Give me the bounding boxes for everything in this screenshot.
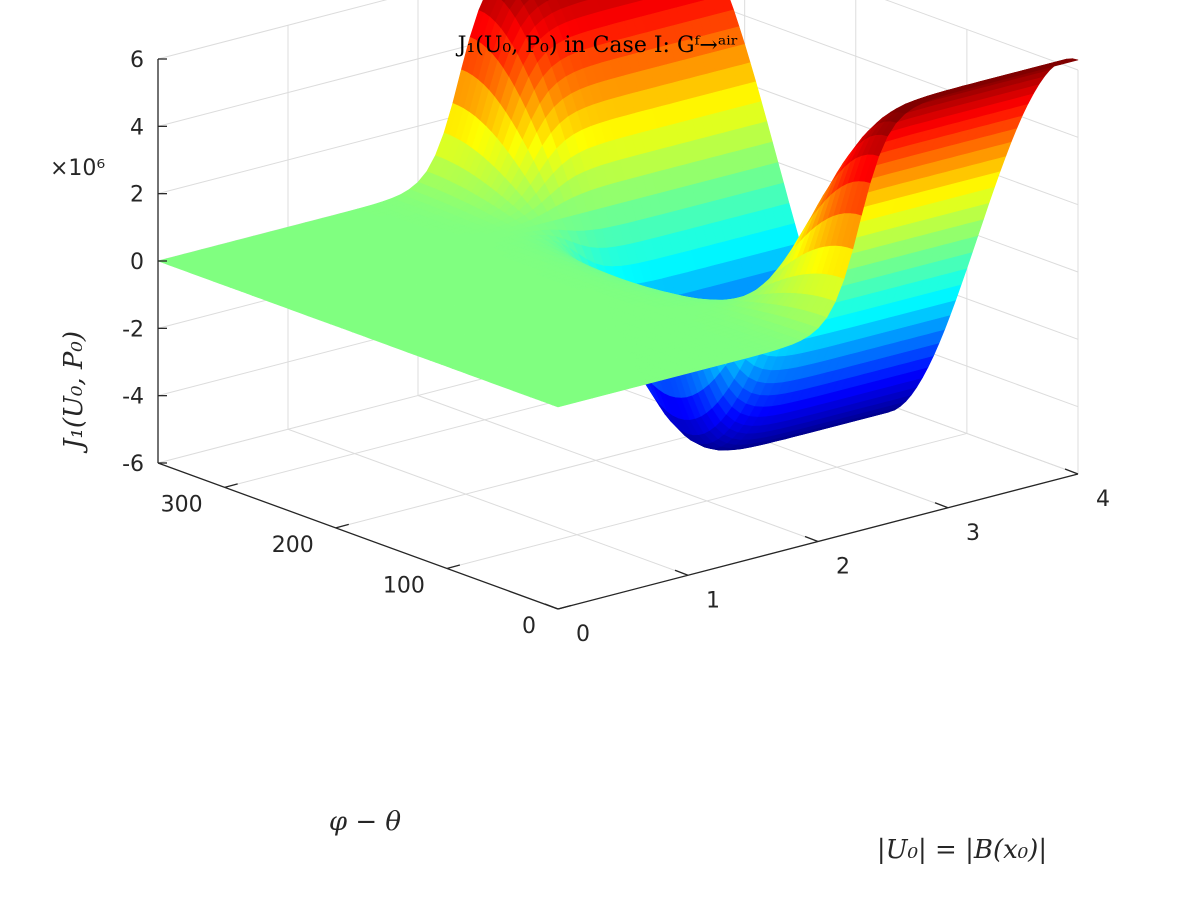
chart-title: J₁(U₀, P₀) in Case I: Gᶠ→ᵃⁱʳ (456, 33, 739, 58)
surface-patch (519, 0, 530, 6)
z-tick-label: 4 (130, 115, 144, 140)
y-tick-label: 200 (272, 533, 314, 558)
x-tick-label: 0 (576, 622, 590, 647)
z-tick-label: -2 (122, 317, 144, 342)
z-exponent-label: ×10⁶ (50, 156, 105, 181)
x-tick-label: 3 (966, 521, 980, 546)
surface-layer (157, 0, 1079, 451)
y-tick-mark (446, 564, 461, 570)
x-tick-mark (674, 569, 689, 576)
y-tick-label: 0 (522, 614, 536, 639)
z-tick-label: -4 (122, 385, 144, 410)
y-tick-mark (335, 523, 349, 529)
x-tick-mark (934, 502, 949, 509)
x-tick-mark (1064, 468, 1079, 475)
z-tick-label: 2 (130, 183, 144, 208)
grid-line (287, 428, 689, 576)
surface-patch (500, 0, 507, 4)
grid-line (884, 0, 1079, 71)
y-tick-label: 300 (161, 492, 203, 517)
y-tick-mark (557, 604, 572, 610)
x-tick-mark (804, 535, 819, 543)
axes-layer (157, 58, 1079, 610)
z-tick-label: 6 (130, 48, 144, 73)
x-tick-label: 1 (706, 588, 720, 613)
grid-line (157, 0, 388, 60)
y-tick-label: 100 (383, 573, 425, 598)
y-axis-line (157, 462, 559, 610)
labels-layer: 6 4 2 0 -2 -4 -6 0 100 200 300 0 1 2 3 4 (122, 48, 1110, 647)
grid-line (446, 432, 968, 569)
z-tick-label: 0 (130, 250, 144, 275)
y-tick-mark (224, 483, 238, 488)
x-tick-mark (544, 603, 559, 610)
y-axis-title: φ − θ (329, 807, 402, 837)
z-tick-label: -6 (122, 452, 144, 477)
x-axis-title: |U₀| = |B(x₀)| (877, 835, 1047, 865)
x-tick-label: 4 (1096, 487, 1110, 512)
z-axis-title: J₁(U₀, P₀) (59, 331, 89, 454)
x-tick-label: 2 (836, 555, 850, 580)
surface-patch (552, 402, 568, 408)
